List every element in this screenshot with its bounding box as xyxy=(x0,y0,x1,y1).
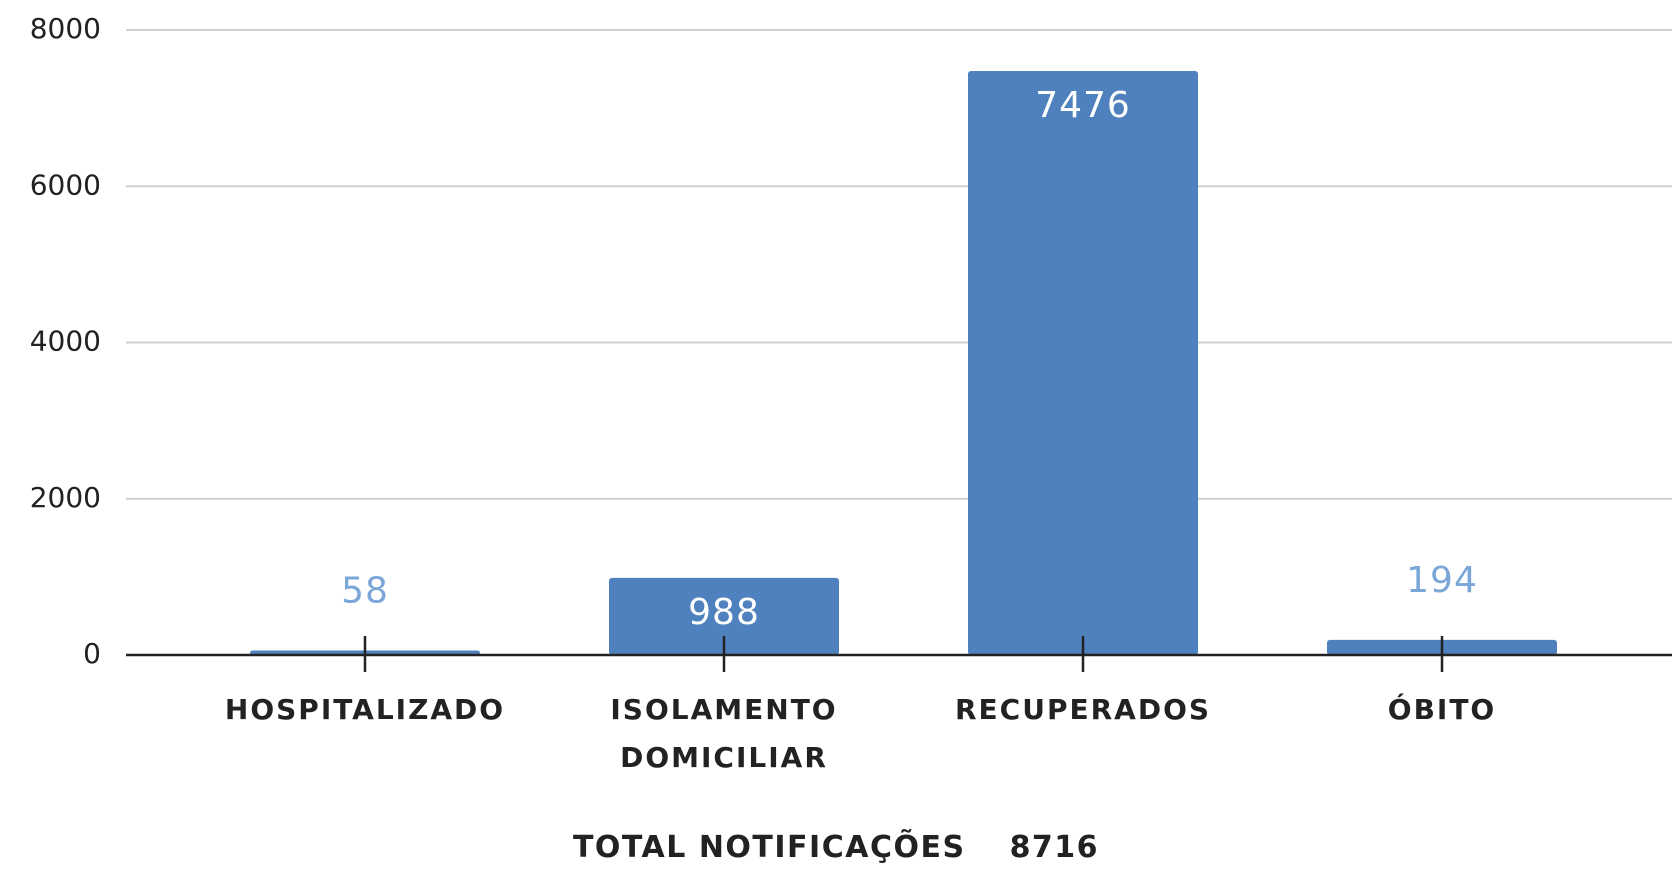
value-label: 988 xyxy=(688,592,760,633)
x-tick-label: ISOLAMENTO DOMICILIAR xyxy=(610,693,838,774)
x-tick-label: ÓBITO xyxy=(1387,693,1497,726)
x-tick-label: RECUPERADOS xyxy=(954,693,1212,726)
bar xyxy=(609,577,839,655)
total-value: 8716 xyxy=(1009,830,1100,865)
y-tick-label: 8000 xyxy=(30,12,101,45)
value-label: 7476 xyxy=(1035,85,1131,126)
y-tick-label: 2000 xyxy=(30,481,101,514)
y-tick-label: 6000 xyxy=(30,168,101,201)
total: TOTAL NOTIFICAÇÕES 8716 xyxy=(0,830,1672,865)
total-label: TOTAL NOTIFICAÇÕES xyxy=(572,830,966,865)
y-tick-label: 4000 xyxy=(30,325,101,358)
value-label: 58 xyxy=(341,570,389,611)
x-tick-label: HOSPITALIZADO xyxy=(224,693,506,726)
y-tick-label: 0 xyxy=(83,637,101,670)
value-label: 194 xyxy=(1406,560,1478,601)
bar xyxy=(968,70,1198,655)
